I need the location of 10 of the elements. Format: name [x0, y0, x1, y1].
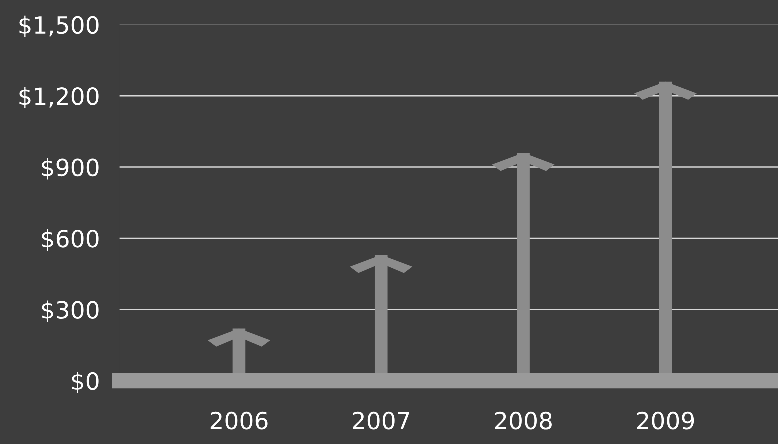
x-tick-label: 2009	[637, 412, 694, 430]
y-tick-label: $300	[42, 300, 99, 322]
x-tick-label: 2008	[495, 412, 552, 430]
y-tick-label: $600	[42, 230, 99, 251]
y-tick-label: $1,200	[20, 87, 99, 109]
x-tick-label: 2007	[353, 412, 410, 430]
y-tick-label: $900	[42, 158, 99, 180]
y-tick-label: $0	[72, 372, 99, 394]
x-tick-label: 2006	[210, 412, 268, 430]
y-tick-label: $1,500	[20, 16, 99, 38]
